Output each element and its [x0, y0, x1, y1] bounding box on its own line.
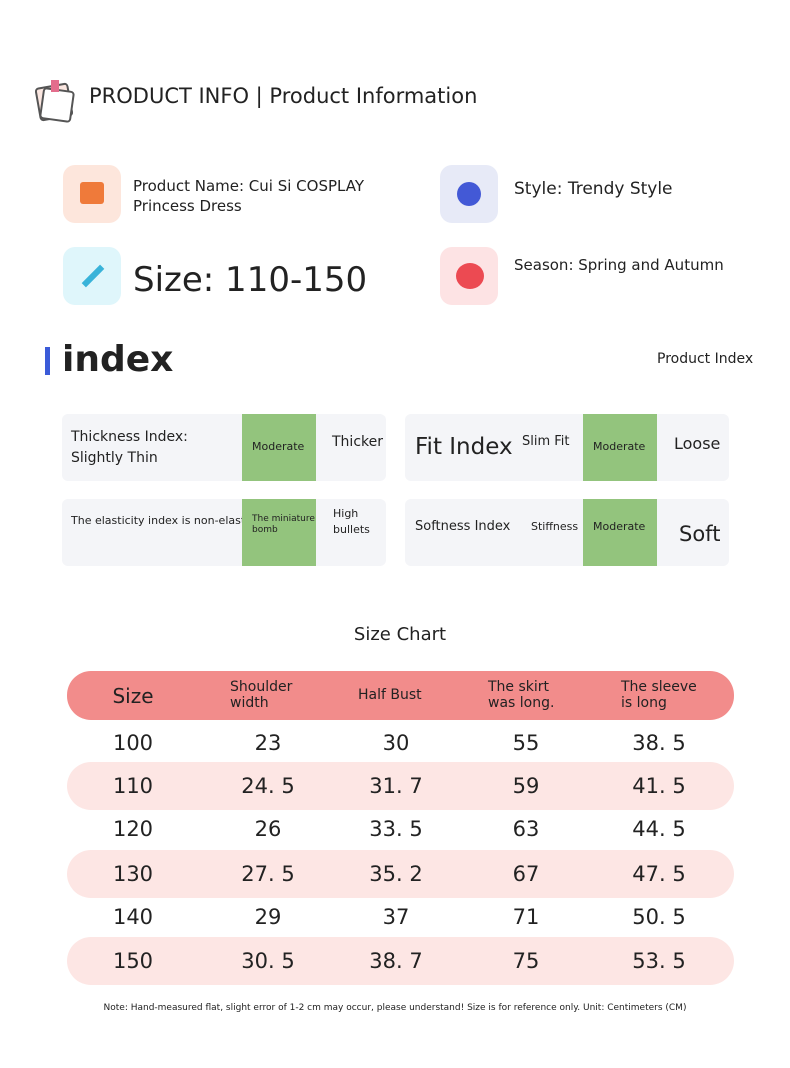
- info-text: Style: Trendy Style: [514, 179, 673, 199]
- card-option: Stiffness: [531, 519, 579, 533]
- table-cell: 24. 5: [241, 774, 295, 798]
- info-text: Product Name: Cui Si COSPLAY Princess Dr…: [133, 177, 364, 215]
- table-header: Size Shoulder width Half Bust The skirt was…: [67, 671, 734, 720]
- card-option: Slim Fit: [522, 434, 570, 450]
- table-cell: 110: [112, 774, 154, 798]
- card-label: Thickness Index: Slightly Thin: [71, 428, 188, 466]
- table-cell: 31. 7: [369, 774, 423, 798]
- table-row: 110 24. 5 31. 7 59 41. 5: [67, 762, 734, 810]
- card-option: Thicker: [332, 433, 383, 450]
- table-cell: 26: [254, 817, 282, 841]
- table-cell: 35. 2: [369, 862, 423, 886]
- table-cell: 130: [112, 862, 154, 886]
- table-row: 140 29 37 71 50. 5: [67, 894, 734, 940]
- table-cell: 30. 5: [241, 949, 295, 973]
- card-label: The elasticity index is non-elastic: [71, 513, 246, 527]
- table-cell: 100: [112, 731, 154, 755]
- table-cell: 29: [254, 905, 282, 929]
- table-cell: 55: [512, 731, 540, 755]
- table-cell: 67: [512, 862, 540, 886]
- index-card: Thickness Index: Slightly Thin Moderate …: [62, 414, 386, 481]
- table-cell: 47. 5: [632, 862, 686, 886]
- table-cell: 27. 5: [241, 862, 295, 886]
- info-text: Season: Spring and Autumn: [514, 256, 724, 274]
- accent-bar: [45, 347, 50, 375]
- header-cell: Size: [112, 683, 154, 708]
- card-label: Softness Index: [415, 519, 511, 535]
- icon: [440, 165, 498, 223]
- index-subtitle: Product Index: [657, 351, 754, 367]
- index-card: The elasticity index is non-elastic The …: [62, 499, 386, 566]
- header-cell: Half Bust: [358, 686, 422, 703]
- card-option: High bullets: [333, 506, 370, 537]
- table-cell: 33. 5: [369, 817, 423, 841]
- table-row: 150 30. 5 38. 7 75 53. 5: [67, 937, 734, 985]
- card-label: Fit Index: [415, 434, 513, 461]
- table-cell: 75: [512, 949, 540, 973]
- selected-cell: The miniature bomb: [242, 499, 316, 566]
- icon: [63, 247, 121, 305]
- table-cell: 120: [112, 817, 154, 841]
- table-cell: 38. 5: [632, 731, 686, 755]
- icon: [63, 165, 121, 223]
- index-card: Fit Index Slim Fit Moderate Loose: [405, 414, 729, 481]
- card-option: Soft: [679, 522, 721, 547]
- card-option: Loose: [674, 434, 721, 453]
- table-cell: 53. 5: [632, 949, 686, 973]
- index-card: Softness Index Stiffness Moderate Soft: [405, 499, 729, 566]
- table-cell: 38. 7: [369, 949, 423, 973]
- selected-cell: Moderate: [583, 499, 657, 566]
- header-title: PRODUCT INFO | Product Information: [89, 84, 478, 108]
- table-cell: 44. 5: [632, 817, 686, 841]
- note: Note: Hand-measured flat, slight error o…: [103, 1003, 687, 1013]
- selected-cell: Moderate: [583, 414, 657, 481]
- size-chart-title: Size Chart: [353, 624, 447, 645]
- table-row: 100 23 30 55 38. 5: [67, 720, 734, 766]
- table-row: 120 26 33. 5 63 44. 5: [67, 806, 734, 852]
- table-cell: 59: [512, 774, 540, 798]
- selected-cell: Moderate: [242, 414, 316, 481]
- table-cell: 41. 5: [632, 774, 686, 798]
- header-icon: [34, 80, 75, 123]
- header-cell: The skirt was long.: [488, 679, 555, 711]
- table-cell: 30: [382, 731, 410, 755]
- table-cell: 50. 5: [632, 905, 686, 929]
- table-row: 130 27. 5 35. 2 67 47. 5: [67, 850, 734, 898]
- icon: [440, 247, 498, 305]
- index-title: index: [62, 339, 174, 380]
- table-cell: 23: [254, 731, 282, 755]
- header-cell: Shoulder width: [230, 679, 293, 711]
- table-cell: 63: [512, 817, 540, 841]
- table-cell: 71: [512, 905, 540, 929]
- table-cell: 140: [112, 905, 154, 929]
- table-cell: 150: [112, 949, 154, 973]
- info-text: Size: 110-150: [133, 260, 368, 300]
- table-cell: 37: [382, 905, 410, 929]
- header-cell: The sleeve is long: [621, 679, 697, 711]
